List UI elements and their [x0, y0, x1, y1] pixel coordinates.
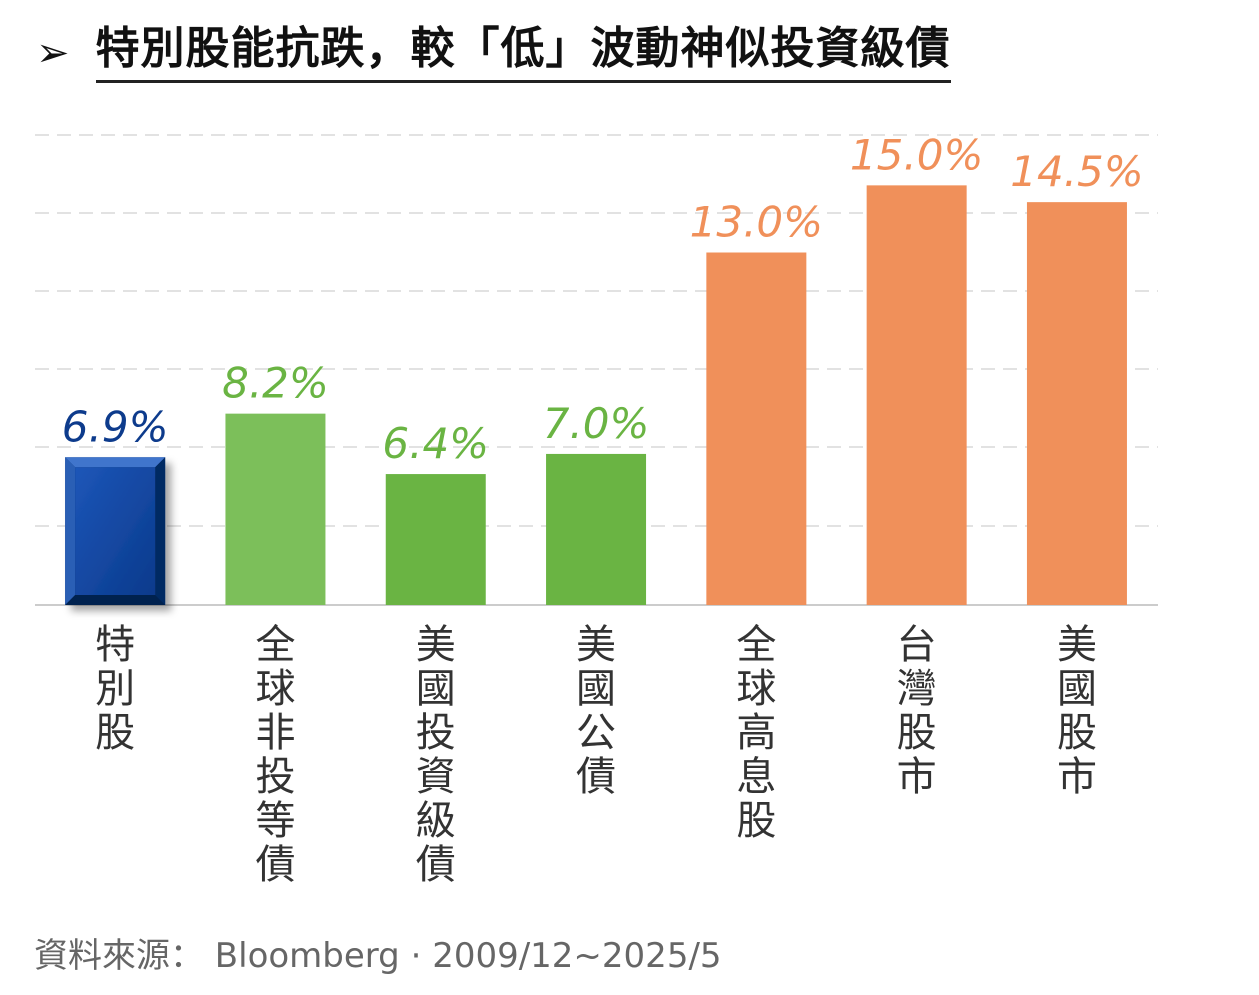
data-labels: 6.9% 8.2% 6.4% 7.0% 13.0% 15.0% 14.5% — [62, 130, 1144, 468]
bar-5 — [866, 185, 967, 605]
category-char: 美 — [576, 622, 616, 668]
bar-4 — [706, 252, 807, 605]
category-char: 股 — [95, 710, 135, 756]
bar-0 — [65, 457, 166, 605]
category-char: 非 — [255, 710, 295, 756]
arrow-bullet-icon: ➢ — [36, 30, 70, 76]
category-char: 國 — [416, 666, 456, 712]
category-char: 國 — [1057, 666, 1097, 712]
category-char: 息 — [736, 754, 776, 800]
category-char: 股 — [897, 710, 937, 756]
category-char: 資 — [416, 754, 456, 800]
category-char: 別 — [95, 666, 135, 712]
bars — [65, 185, 1127, 605]
title-row: ➢ 特別股能抗跌，較「低」波動神似投資級債 — [36, 18, 951, 88]
category-char: 台 — [897, 622, 937, 668]
category-label-1: 全球非投等債 — [255, 622, 295, 888]
category-char: 級 — [416, 798, 456, 844]
chart-title: 特別股能抗跌，較「低」波動神似投資級債 — [95, 23, 951, 83]
category-char: 國 — [576, 666, 616, 712]
source-note: 資料來源： Bloomberg · 2009/12~2025/5 — [34, 936, 722, 976]
bar-0-bevel-right — [155, 457, 166, 605]
category-char: 球 — [255, 666, 295, 712]
category-char: 特 — [95, 622, 135, 668]
category-char: 公 — [576, 710, 616, 756]
category-char: 等 — [255, 798, 295, 844]
bar-1 — [225, 413, 326, 605]
bar-3 — [546, 453, 647, 605]
bar-0-bevel-left — [65, 457, 76, 605]
data-label-6: 14.5% — [1010, 147, 1143, 196]
category-char: 債 — [576, 754, 616, 800]
bar-2 — [385, 474, 486, 605]
category-char: 全 — [736, 622, 776, 668]
category-label-6: 美國股市 — [1057, 622, 1097, 800]
category-char: 股 — [736, 798, 776, 844]
bar-0-bevel-bottom — [65, 595, 166, 605]
data-label-3: 7.0% — [543, 399, 650, 448]
category-char: 市 — [1057, 754, 1097, 800]
category-char: 債 — [255, 842, 295, 888]
category-label-3: 美國公債 — [576, 622, 616, 800]
category-char: 投 — [255, 754, 295, 800]
category-char: 高 — [736, 710, 776, 756]
category-char: 全 — [255, 622, 295, 668]
category-char: 股 — [1057, 710, 1097, 756]
category-char: 美 — [416, 622, 456, 668]
category-char: 球 — [736, 666, 776, 712]
category-char: 投 — [416, 710, 456, 756]
bar-0-face — [75, 467, 156, 595]
data-label-5: 15.0% — [850, 130, 983, 179]
data-label-4: 13.0% — [690, 198, 823, 247]
category-char: 美 — [1057, 622, 1097, 668]
data-label-0: 6.9% — [62, 402, 169, 451]
data-label-1: 8.2% — [222, 359, 329, 408]
category-label-0: 特別股 — [95, 622, 135, 756]
bar-0-bevel-top — [65, 457, 166, 468]
category-char: 灣 — [897, 666, 937, 712]
data-label-2: 6.4% — [382, 419, 489, 468]
category-label-2: 美國投資級債 — [416, 622, 456, 888]
category-char: 市 — [897, 754, 937, 800]
bar-6 — [1026, 202, 1127, 605]
category-label-4: 全球高息股 — [736, 622, 776, 844]
category-char: 債 — [416, 842, 456, 888]
category-label-5: 台灣股市 — [897, 622, 937, 800]
